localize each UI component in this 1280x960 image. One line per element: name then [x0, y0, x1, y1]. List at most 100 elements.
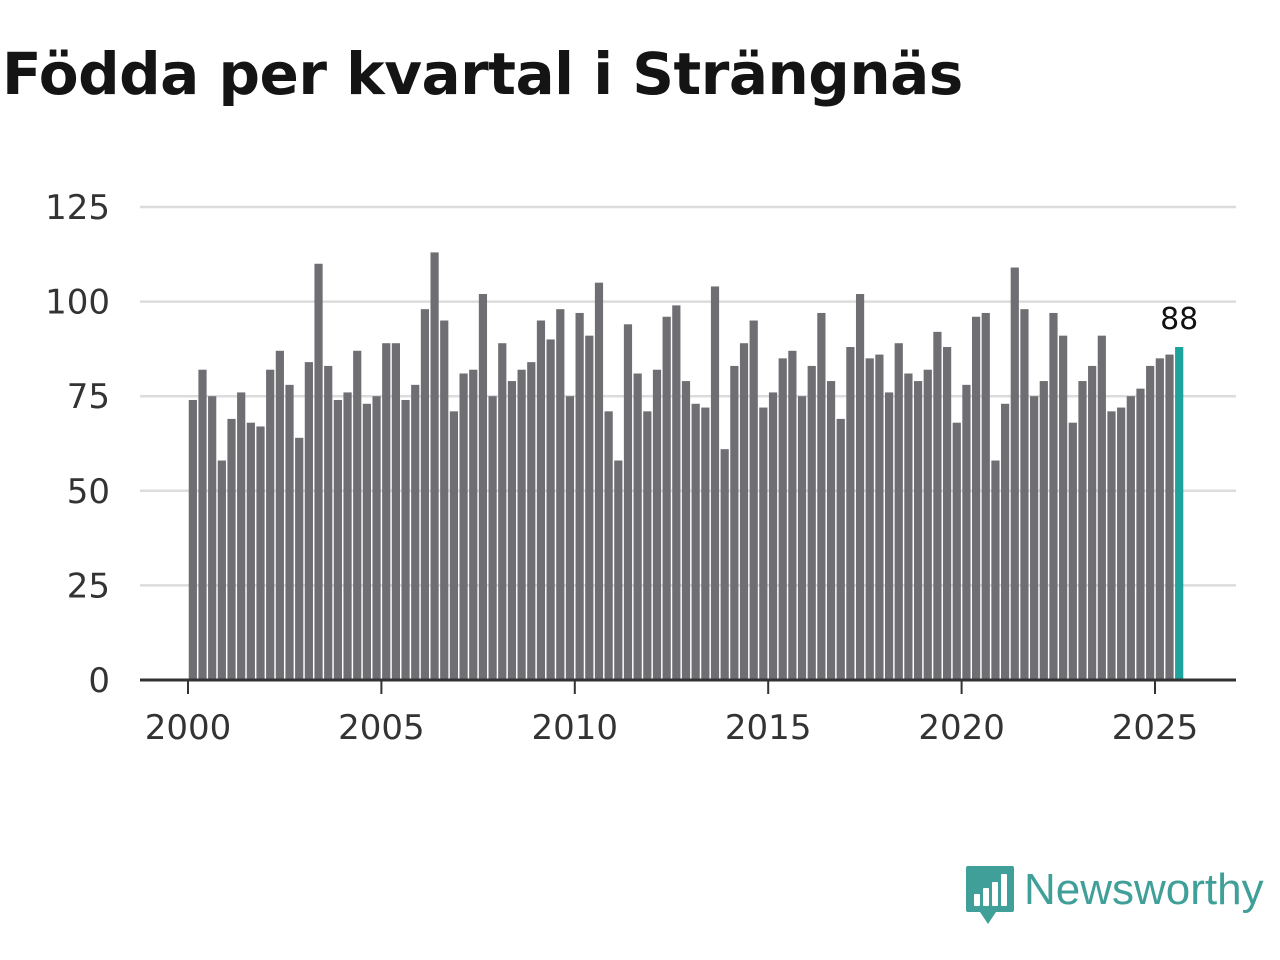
bar [710, 286, 720, 680]
y-tick-label: 0 [88, 661, 110, 701]
bar [440, 320, 449, 680]
bar [430, 252, 439, 680]
x-tick-label: 2005 [338, 708, 425, 748]
bar [411, 384, 420, 680]
bar [295, 437, 304, 680]
y-tick-label: 25 [67, 566, 110, 606]
y-tick-label: 125 [45, 188, 110, 228]
bar [459, 373, 468, 680]
bar [536, 320, 546, 680]
bar [507, 381, 517, 680]
bar [1001, 403, 1010, 680]
bar [498, 343, 507, 680]
bar [575, 312, 584, 680]
bar [1088, 365, 1097, 680]
bar [1078, 381, 1087, 680]
bar [1020, 309, 1029, 680]
bar [749, 320, 758, 680]
bar [246, 422, 255, 680]
y-tick-label: 50 [67, 472, 110, 512]
bar [372, 396, 381, 680]
bar [817, 312, 826, 680]
bar [768, 392, 778, 680]
bar [333, 399, 342, 680]
bar [1107, 411, 1116, 680]
bar [420, 309, 430, 680]
bar [324, 365, 333, 680]
bar [865, 358, 874, 680]
bar [604, 411, 613, 680]
bar [1010, 267, 1019, 680]
bar [362, 403, 371, 680]
bar [681, 381, 691, 680]
bar [1165, 354, 1174, 680]
bar-highlight [1175, 347, 1184, 680]
bar [469, 369, 478, 680]
bar [565, 396, 575, 680]
bar [962, 384, 971, 680]
bar [208, 396, 217, 680]
brand-name: Newsworthy [1024, 865, 1264, 914]
bar [855, 294, 865, 680]
x-tick-label: 2020 [918, 708, 1005, 748]
brand[interactable]: Newsworthy [964, 864, 1264, 928]
bar [633, 373, 642, 680]
bar [933, 331, 942, 680]
bar [343, 392, 352, 680]
bar [652, 369, 662, 680]
bar [981, 312, 990, 680]
x-tick-label: 2010 [532, 708, 619, 748]
bar [478, 294, 488, 680]
bar [585, 335, 594, 680]
newsworthy-logo-icon [966, 866, 1014, 924]
bar [517, 369, 526, 680]
bar [701, 407, 710, 680]
bar [353, 350, 362, 680]
bar [623, 324, 633, 680]
bar [1146, 365, 1155, 680]
bar [739, 343, 749, 680]
bar [266, 369, 275, 680]
bar [730, 365, 739, 680]
bar [1049, 312, 1058, 680]
x-tick-label: 2025 [1112, 708, 1199, 748]
bar [759, 407, 768, 680]
bar [923, 369, 932, 680]
bar [826, 381, 836, 680]
bar [807, 365, 816, 680]
x-axis: 2000 2005 2010 2015 2020 2025 [140, 678, 1236, 748]
bar [527, 362, 536, 680]
x-tick-label: 2015 [725, 708, 812, 748]
bar [904, 373, 913, 680]
bar [846, 347, 855, 680]
bar [884, 392, 894, 680]
bar [401, 399, 410, 680]
bar [720, 449, 729, 680]
bar [1136, 388, 1145, 680]
bar [1059, 335, 1068, 680]
bar [875, 354, 884, 680]
bar [256, 426, 265, 680]
bar [488, 396, 497, 680]
y-tick-label: 100 [45, 283, 110, 323]
bar [285, 384, 294, 680]
bar [227, 418, 236, 680]
bar [188, 399, 197, 680]
bar [314, 263, 323, 680]
bar [614, 460, 623, 680]
y-axis-labels: 0 25 50 75 100 125 [45, 188, 110, 701]
bar [198, 369, 207, 680]
bar [449, 411, 459, 680]
bar [391, 343, 400, 680]
bar [1126, 396, 1135, 680]
bar [643, 411, 652, 680]
bar [662, 316, 671, 680]
bar [556, 309, 565, 680]
bar [304, 362, 313, 680]
bar [797, 396, 807, 680]
last-value-label: 88 [1160, 302, 1198, 337]
bar [275, 350, 284, 680]
bar [1117, 407, 1126, 680]
bar [943, 347, 952, 680]
